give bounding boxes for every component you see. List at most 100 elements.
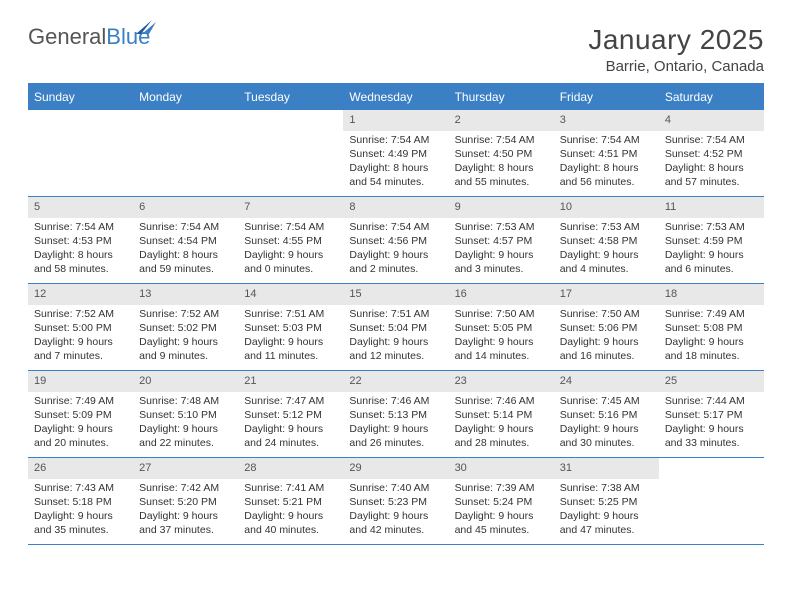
- sunrise-text: Sunrise: 7:41 AM: [244, 481, 337, 495]
- day-body: Sunrise: 7:52 AMSunset: 5:00 PMDaylight:…: [28, 305, 133, 368]
- day-number: 22: [343, 371, 448, 392]
- week-row: 1Sunrise: 7:54 AMSunset: 4:49 PMDaylight…: [28, 110, 764, 197]
- sunset-text: Sunset: 5:00 PM: [34, 321, 127, 335]
- daylight-text: Daylight: 8 hours and 58 minutes.: [34, 248, 127, 276]
- sunset-text: Sunset: 5:24 PM: [455, 495, 548, 509]
- sunset-text: Sunset: 5:05 PM: [455, 321, 548, 335]
- dayname-friday: Friday: [554, 85, 659, 110]
- daylight-text: Daylight: 9 hours and 16 minutes.: [560, 335, 653, 363]
- dayname-saturday: Saturday: [659, 85, 764, 110]
- daylight-text: Daylight: 8 hours and 59 minutes.: [139, 248, 232, 276]
- day-cell: [133, 110, 238, 196]
- logo-word2-wrap: Blue: [106, 24, 150, 50]
- day-body: Sunrise: 7:49 AMSunset: 5:08 PMDaylight:…: [659, 305, 764, 368]
- day-cell: 14Sunrise: 7:51 AMSunset: 5:03 PMDayligh…: [238, 284, 343, 370]
- day-number: 11: [659, 197, 764, 218]
- daylight-text: Daylight: 9 hours and 2 minutes.: [349, 248, 442, 276]
- day-body: [133, 116, 238, 122]
- day-cell: [28, 110, 133, 196]
- day-number: 17: [554, 284, 659, 305]
- daylight-text: Daylight: 9 hours and 22 minutes.: [139, 422, 232, 450]
- day-body: [659, 464, 764, 470]
- day-number: 27: [133, 458, 238, 479]
- day-body: Sunrise: 7:51 AMSunset: 5:03 PMDaylight:…: [238, 305, 343, 368]
- daylight-text: Daylight: 9 hours and 37 minutes.: [139, 509, 232, 537]
- page: General Blue January 2025 Barrie, Ontari…: [0, 0, 792, 565]
- sunrise-text: Sunrise: 7:46 AM: [455, 394, 548, 408]
- day-number: 16: [449, 284, 554, 305]
- day-number: 2: [449, 110, 554, 131]
- sunset-text: Sunset: 4:50 PM: [455, 147, 548, 161]
- day-number: 10: [554, 197, 659, 218]
- sunset-text: Sunset: 5:13 PM: [349, 408, 442, 422]
- daylight-text: Daylight: 9 hours and 30 minutes.: [560, 422, 653, 450]
- brand-logo: General Blue: [28, 24, 150, 50]
- daylight-text: Daylight: 9 hours and 14 minutes.: [455, 335, 548, 363]
- sunset-text: Sunset: 5:08 PM: [665, 321, 758, 335]
- day-number: 19: [28, 371, 133, 392]
- sunset-text: Sunset: 5:17 PM: [665, 408, 758, 422]
- sunrise-text: Sunrise: 7:53 AM: [455, 220, 548, 234]
- day-number: 30: [449, 458, 554, 479]
- logo-word1: General: [28, 24, 106, 50]
- day-body: Sunrise: 7:50 AMSunset: 5:05 PMDaylight:…: [449, 305, 554, 368]
- day-cell: 2Sunrise: 7:54 AMSunset: 4:50 PMDaylight…: [449, 110, 554, 196]
- day-body: Sunrise: 7:53 AMSunset: 4:59 PMDaylight:…: [659, 218, 764, 281]
- sunrise-text: Sunrise: 7:48 AM: [139, 394, 232, 408]
- day-body: Sunrise: 7:54 AMSunset: 4:56 PMDaylight:…: [343, 218, 448, 281]
- day-body: Sunrise: 7:43 AMSunset: 5:18 PMDaylight:…: [28, 479, 133, 542]
- week-row: 12Sunrise: 7:52 AMSunset: 5:00 PMDayligh…: [28, 284, 764, 371]
- sunrise-text: Sunrise: 7:50 AM: [560, 307, 653, 321]
- calendar: Sunday Monday Tuesday Wednesday Thursday…: [28, 83, 764, 545]
- day-number: 5: [28, 197, 133, 218]
- daylight-text: Daylight: 9 hours and 28 minutes.: [455, 422, 548, 450]
- day-number: 8: [343, 197, 448, 218]
- day-number: 9: [449, 197, 554, 218]
- sunrise-text: Sunrise: 7:44 AM: [665, 394, 758, 408]
- day-body: Sunrise: 7:44 AMSunset: 5:17 PMDaylight:…: [659, 392, 764, 455]
- day-cell: 23Sunrise: 7:46 AMSunset: 5:14 PMDayligh…: [449, 371, 554, 457]
- day-body: Sunrise: 7:48 AMSunset: 5:10 PMDaylight:…: [133, 392, 238, 455]
- day-body: Sunrise: 7:41 AMSunset: 5:21 PMDaylight:…: [238, 479, 343, 542]
- day-cell: 24Sunrise: 7:45 AMSunset: 5:16 PMDayligh…: [554, 371, 659, 457]
- daylight-text: Daylight: 9 hours and 26 minutes.: [349, 422, 442, 450]
- location-label: Barrie, Ontario, Canada: [28, 58, 764, 75]
- sunset-text: Sunset: 5:06 PM: [560, 321, 653, 335]
- day-cell: 1Sunrise: 7:54 AMSunset: 4:49 PMDaylight…: [343, 110, 448, 196]
- daylight-text: Daylight: 9 hours and 47 minutes.: [560, 509, 653, 537]
- day-cell: [659, 458, 764, 544]
- day-cell: 17Sunrise: 7:50 AMSunset: 5:06 PMDayligh…: [554, 284, 659, 370]
- sunrise-text: Sunrise: 7:52 AM: [139, 307, 232, 321]
- day-body: Sunrise: 7:50 AMSunset: 5:06 PMDaylight:…: [554, 305, 659, 368]
- daylight-text: Daylight: 8 hours and 54 minutes.: [349, 161, 442, 189]
- day-number: 14: [238, 284, 343, 305]
- sunrise-text: Sunrise: 7:54 AM: [139, 220, 232, 234]
- day-body: Sunrise: 7:52 AMSunset: 5:02 PMDaylight:…: [133, 305, 238, 368]
- day-number: 31: [554, 458, 659, 479]
- day-body: Sunrise: 7:53 AMSunset: 4:58 PMDaylight:…: [554, 218, 659, 281]
- day-number: 13: [133, 284, 238, 305]
- daylight-text: Daylight: 9 hours and 9 minutes.: [139, 335, 232, 363]
- day-cell: 20Sunrise: 7:48 AMSunset: 5:10 PMDayligh…: [133, 371, 238, 457]
- day-number: 23: [449, 371, 554, 392]
- sunset-text: Sunset: 5:10 PM: [139, 408, 232, 422]
- week-row: 5Sunrise: 7:54 AMSunset: 4:53 PMDaylight…: [28, 197, 764, 284]
- day-cell: 29Sunrise: 7:40 AMSunset: 5:23 PMDayligh…: [343, 458, 448, 544]
- daylight-text: Daylight: 9 hours and 7 minutes.: [34, 335, 127, 363]
- day-number: 6: [133, 197, 238, 218]
- day-cell: 8Sunrise: 7:54 AMSunset: 4:56 PMDaylight…: [343, 197, 448, 283]
- day-body: Sunrise: 7:42 AMSunset: 5:20 PMDaylight:…: [133, 479, 238, 542]
- sunrise-text: Sunrise: 7:54 AM: [244, 220, 337, 234]
- dayname-sunday: Sunday: [28, 85, 133, 110]
- day-number: 12: [28, 284, 133, 305]
- day-cell: 6Sunrise: 7:54 AMSunset: 4:54 PMDaylight…: [133, 197, 238, 283]
- sunset-text: Sunset: 5:20 PM: [139, 495, 232, 509]
- day-cell: 27Sunrise: 7:42 AMSunset: 5:20 PMDayligh…: [133, 458, 238, 544]
- sunset-text: Sunset: 5:03 PM: [244, 321, 337, 335]
- day-body: Sunrise: 7:39 AMSunset: 5:24 PMDaylight:…: [449, 479, 554, 542]
- dayname-header-row: Sunday Monday Tuesday Wednesday Thursday…: [28, 85, 764, 110]
- day-body: Sunrise: 7:54 AMSunset: 4:51 PMDaylight:…: [554, 131, 659, 194]
- dayname-tuesday: Tuesday: [238, 85, 343, 110]
- day-cell: 22Sunrise: 7:46 AMSunset: 5:13 PMDayligh…: [343, 371, 448, 457]
- sunset-text: Sunset: 5:02 PM: [139, 321, 232, 335]
